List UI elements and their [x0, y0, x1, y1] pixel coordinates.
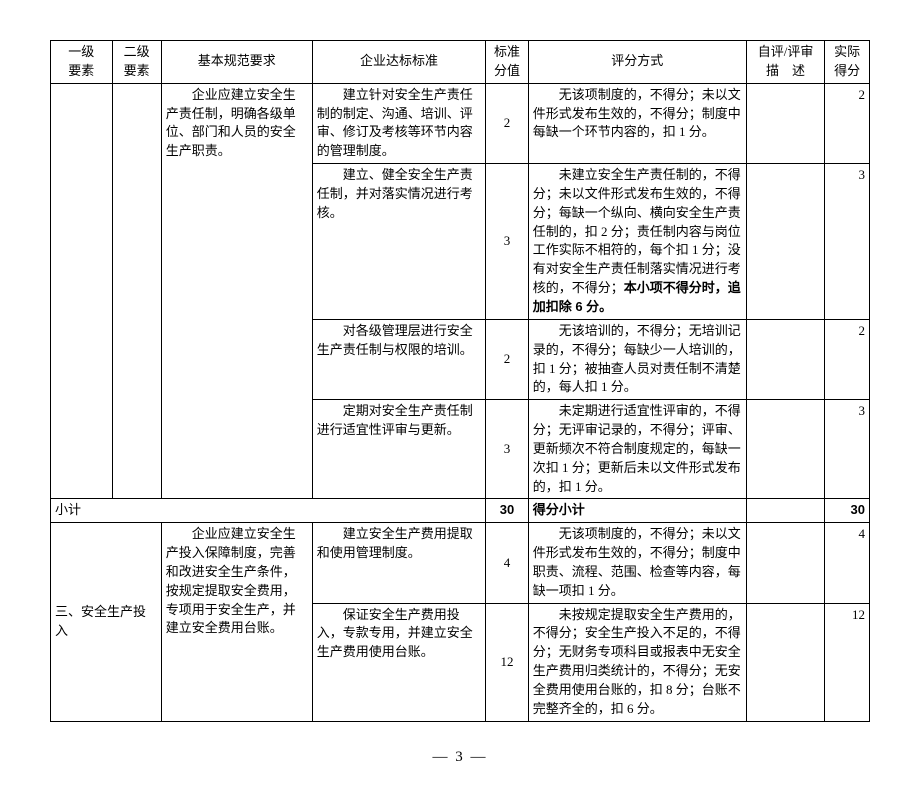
cell-act-1: 2 [825, 83, 870, 163]
cell-desc-4 [746, 400, 824, 499]
sec3-desc-2 [746, 603, 824, 721]
h-score-std: 标准 分值 [486, 41, 529, 84]
cell-eval-1: 无该项制度的，不得分；未以文件形式发布生效的，不得分；制度中每缺一个环节内容的，… [528, 83, 746, 163]
cell-score-4: 3 [486, 400, 529, 499]
h-scoring: 评分方式 [528, 41, 746, 84]
cell-act-2: 3 [825, 164, 870, 320]
cell-eval-2: 未建立安全生产责任制的，不得分；未以文件形式发布生效的，不得分；每缺一个纵向、横… [528, 164, 746, 320]
sec3-row-1: 三、安全生产投入 企业应建立安全生产投入保障制度，完善和改进安全生产条件，按规定… [51, 523, 870, 603]
cell-act-3: 2 [825, 319, 870, 399]
cell-act-4: 3 [825, 400, 870, 499]
sec3-eval-1: 无该项制度的，不得分；未以文件形式发布生效的，不得分；制度中职责、流程、范围、检… [528, 523, 746, 603]
page-number: — 3 — [50, 747, 870, 769]
cell-score-2: 3 [486, 164, 529, 320]
subtotal-desc [746, 499, 824, 523]
sec3-act-1: 4 [825, 523, 870, 603]
sec3-std-2: 保证安全生产费用投入，专款专用，并建立安全生产费用使用台账。 [312, 603, 485, 721]
sec3-l1: 三、安全生产投入 [51, 523, 162, 721]
subtotal-label: 小计 [51, 499, 486, 523]
h-level1: 一级 要素 [51, 41, 113, 84]
row-1: 企业应建立安全生产责任制，明确各级单位、部门和人员的安全生产职责。 建立针对安全… [51, 83, 870, 163]
subtotal-std: 30 [486, 499, 529, 523]
h-level2: 二级 要素 [112, 41, 161, 84]
evaluation-table: 一级 要素 二级 要素 基本规范要求 企业达标标准 标准 分值 评分方式 自评/… [50, 40, 870, 722]
sec3-req: 企业应建立安全生产投入保障制度，完善和改进安全生产条件，按规定提取安全费用，专项… [161, 523, 312, 721]
sec3-score-2: 12 [486, 603, 529, 721]
cell-std-1: 建立针对安全生产责任制的制定、沟通、培训、评审、修订及考核等环节内容的管理制度。 [312, 83, 485, 163]
h-actual: 实际 得分 [825, 41, 870, 84]
header-row: 一级 要素 二级 要素 基本规范要求 企业达标标准 标准 分值 评分方式 自评/… [51, 41, 870, 84]
cell-std-4: 定期对安全生产责任制进行适宜性评审与更新。 [312, 400, 485, 499]
cell-desc-3 [746, 319, 824, 399]
sec3-score-1: 4 [486, 523, 529, 603]
cell-desc-1 [746, 83, 824, 163]
sec3-desc-1 [746, 523, 824, 603]
cell-score-3: 2 [486, 319, 529, 399]
cell-eval-4: 未定期进行适宜性评审的，不得分；无评审记录的，不得分；评审、更新频次不符合制度规… [528, 400, 746, 499]
h-desc: 自评/评审 描 述 [746, 41, 824, 84]
sec3-eval-2: 未按规定提取安全生产费用的，不得分；安全生产投入不足的，不得分；无财务专项科目或… [528, 603, 746, 721]
cell-req-1: 企业应建立安全生产责任制，明确各级单位、部门和人员的安全生产职责。 [161, 83, 312, 499]
cell-l2-empty [112, 83, 161, 499]
cell-std-2: 建立、健全安全生产责任制，并对落实情况进行考核。 [312, 164, 485, 320]
h-standard: 企业达标标准 [312, 41, 485, 84]
cell-l1-empty [51, 83, 113, 499]
cell-eval-3: 无该培训的，不得分；无培训记录的，不得分；每缺少一人培训的，扣 1 分；被抽查人… [528, 319, 746, 399]
sec3-act-2: 12 [825, 603, 870, 721]
subtotal-scorelabel: 得分小计 [528, 499, 746, 523]
subtotal-row: 小计 30 得分小计 30 [51, 499, 870, 523]
cell-std-3: 对各级管理层进行安全生产责任制与权限的培训。 [312, 319, 485, 399]
cell-score-1: 2 [486, 83, 529, 163]
h-basic-req: 基本规范要求 [161, 41, 312, 84]
eval2-pre: 未建立安全生产责任制的，不得分；未以文件形式发布生效的，不得分；每缺一个纵向、横… [533, 167, 741, 295]
cell-desc-2 [746, 164, 824, 320]
sec3-std-1: 建立安全生产费用提取和使用管理制度。 [312, 523, 485, 603]
subtotal-actual: 30 [825, 499, 870, 523]
